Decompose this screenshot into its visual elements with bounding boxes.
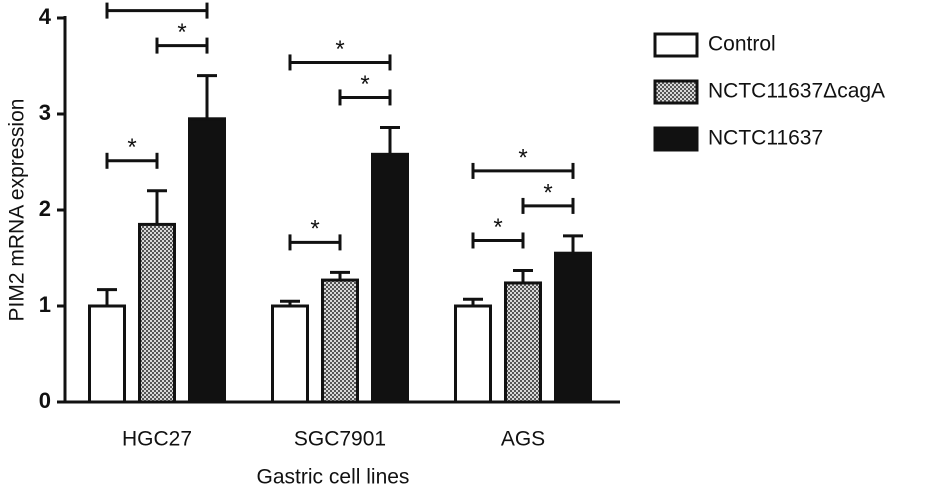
y-tick-label: 1 — [39, 292, 51, 317]
legend-label: NCTC11637 — [708, 127, 823, 150]
bar — [321, 278, 359, 404]
significance-label: * — [360, 71, 369, 98]
x-axis-title: Gastric cell lines — [257, 466, 410, 489]
bar — [188, 117, 226, 404]
legend-swatch — [653, 79, 699, 105]
bar — [554, 251, 592, 404]
x-tick-label: AGS — [501, 428, 545, 451]
bar — [271, 304, 309, 404]
significance-label: * — [152, 0, 161, 11]
y-tick-label: 0 — [39, 388, 51, 413]
bar — [138, 222, 176, 404]
legend-swatch — [653, 32, 699, 58]
significance-label: * — [518, 144, 527, 171]
bar — [371, 152, 409, 404]
bar — [88, 304, 126, 404]
bar — [454, 304, 492, 404]
y-tick-label: 3 — [39, 100, 51, 125]
significance-label: * — [177, 19, 186, 46]
y-axis-title: PIM2 mRNA expression — [6, 99, 29, 322]
bar — [504, 281, 542, 404]
legend-label: NCTC11637ΔcagA — [708, 80, 885, 103]
significance-label: * — [335, 36, 344, 63]
significance-label: * — [543, 179, 552, 206]
x-tick-label: HGC27 — [122, 428, 192, 451]
y-tick-label: 2 — [39, 196, 51, 221]
y-tick-label: 4 — [39, 4, 52, 29]
significance-label: * — [127, 134, 136, 161]
significance-label: * — [493, 214, 502, 241]
x-tick-label: SGC7901 — [294, 428, 386, 451]
legend-label: Control — [708, 33, 776, 56]
legend-swatch — [653, 126, 699, 152]
significance-label: * — [310, 216, 319, 243]
